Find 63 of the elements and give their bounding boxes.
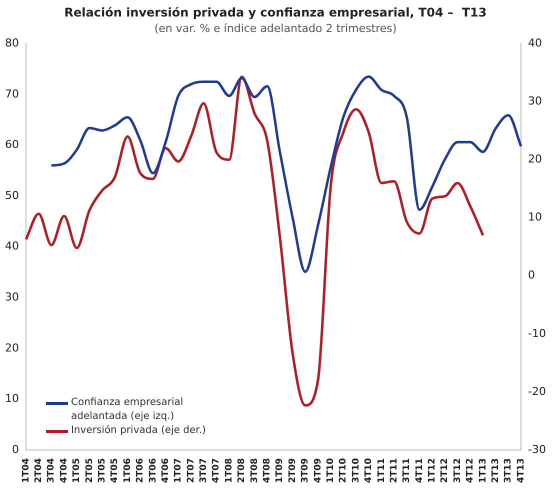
x-tick-label: 4T04 <box>59 458 70 484</box>
x-tick-label: 1T06 <box>122 458 133 484</box>
x-tick-label: 4T06 <box>160 458 171 484</box>
x-tick-label: 2T11 <box>389 458 400 484</box>
legend-label: Inversión privada (eje der.) <box>70 424 207 438</box>
x-tick-label: 1T13 <box>478 458 488 484</box>
x-tick-label: 2T07 <box>186 458 196 484</box>
y2-tick-label: 40 <box>528 36 542 50</box>
line-series <box>24 75 484 407</box>
x-tick-label: 1T04 <box>21 458 32 484</box>
x-tick-label: 1T08 <box>224 458 234 484</box>
y-tick-label: 80 <box>4 36 19 50</box>
legend-label: Confianza empresarial adelantada (eje izq.) <box>70 396 184 424</box>
y-tick-label: 40 <box>4 240 19 253</box>
x-tick-label: 2T06 <box>136 458 146 484</box>
x-tick-label: 3T08 <box>250 458 260 484</box>
x-tick-label: 4T08 <box>262 458 273 484</box>
y-tick-label: 50 <box>4 188 19 202</box>
chart-subtitle: (en var. % e índice adelantado 2 trimestres) <box>154 22 397 35</box>
x-tick-label: 2T09 <box>288 458 298 484</box>
x-tick-label: 3T05 <box>98 458 108 484</box>
x-tick-label: 1T09 <box>275 458 286 484</box>
y2-tick-label: 10 <box>528 210 542 224</box>
x-tick-label: 3T06 <box>148 458 158 484</box>
x-tick-label: 2T04 <box>34 458 44 484</box>
x-tick-label: 4T09 <box>313 458 324 484</box>
x-tick-label: 3T11 <box>402 458 412 484</box>
y-tick-label: 10 <box>4 392 19 406</box>
x-tick-label: 3T13 <box>504 458 514 484</box>
x-tick-label: 1T05 <box>72 458 82 484</box>
x-tick-label: 3T12 <box>452 458 463 484</box>
x-tick-label: 4T11 <box>414 458 425 484</box>
y2-tick-label: 30 <box>528 94 542 108</box>
x-tick-label: 2T10 <box>338 458 349 484</box>
x-tick-label: 2T13 <box>490 458 501 484</box>
x-tick-label: 3T04 <box>46 458 57 484</box>
x-tick-label: 1T12 <box>428 458 438 484</box>
x-tick-label: 3T10 <box>351 458 362 484</box>
y-tick-label: 60 <box>4 138 19 152</box>
x-tick-label: 1T10 <box>326 458 336 484</box>
x-tick-label: 4T13 <box>516 458 526 484</box>
x-tick-label: 2T05 <box>84 458 95 484</box>
x-tick-label: 1T11 <box>376 458 387 484</box>
x-tick-label: 2T12 <box>440 458 450 484</box>
x-tick-label: 4T07 <box>212 458 222 484</box>
y2-tick-label: 0 <box>528 268 536 282</box>
x-tick-label: 3T07 <box>199 458 210 484</box>
y2-tick-label: -10 <box>528 326 546 340</box>
line-series <box>50 75 522 273</box>
y-tick-label: 70 <box>4 87 19 100</box>
x-tick-label: 1T07 <box>174 458 184 484</box>
chart-title: Relación inversión privada y confianza empresarial, T04 – T13 <box>64 5 487 20</box>
y2-tick-label: -20 <box>528 384 546 398</box>
y2-tick-label: -30 <box>528 442 546 456</box>
y2-tick-label: 20 <box>528 152 542 166</box>
x-tick-label: 3T09 <box>300 458 311 484</box>
x-tick-label: 4T10 <box>364 458 374 484</box>
x-tick-label: 2T08 <box>237 458 248 484</box>
y-tick-label: 30 <box>4 290 19 304</box>
y-tick-label: 0 <box>12 442 19 456</box>
x-tick-label: 4T05 <box>110 458 120 484</box>
y-tick-label: 20 <box>4 341 19 354</box>
x-tick-label: 4T12 <box>466 458 476 484</box>
